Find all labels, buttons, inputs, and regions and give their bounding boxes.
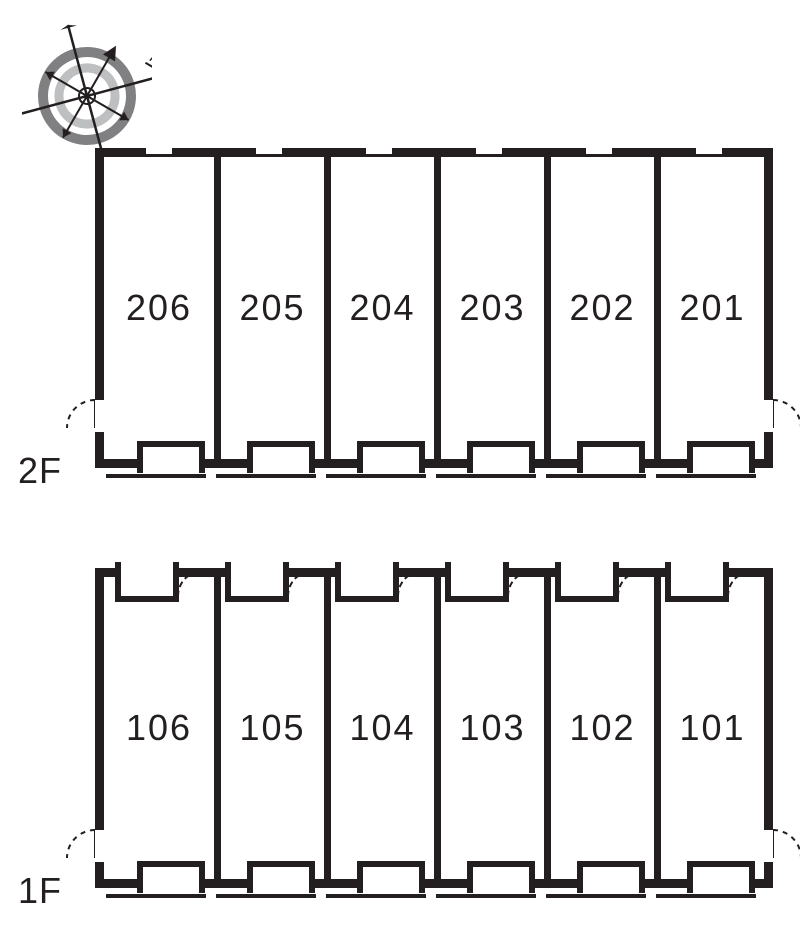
unit-204: 204 xyxy=(324,157,434,459)
entry-notch-105 xyxy=(247,861,315,893)
window-206 xyxy=(146,148,172,154)
unit-label-105: 105 xyxy=(239,707,305,749)
side-door-arc-left-2F xyxy=(63,398,99,439)
unit-label-201: 201 xyxy=(679,287,745,329)
entry-notch-103 xyxy=(467,861,535,893)
unit-label-204: 204 xyxy=(349,287,415,329)
entry-notch-204 xyxy=(357,441,425,473)
unit-106: 106 xyxy=(104,577,214,879)
balcony-rail-105 xyxy=(216,894,316,898)
floor-block-2F: 206 205 204 203 202 201 xyxy=(95,148,773,486)
top-notch-101 xyxy=(665,562,729,602)
balcony-rail-205 xyxy=(216,474,316,478)
unit-205: 205 xyxy=(214,157,324,459)
entry-notch-205 xyxy=(247,441,315,473)
entry-notch-202 xyxy=(577,441,645,473)
unit-label-205: 205 xyxy=(239,287,305,329)
units-row-2F: 206 205 204 203 202 201 xyxy=(104,157,764,459)
unit-203: 203 xyxy=(434,157,544,459)
floorplan-canvas: N 2F2062052042032022011F1061051041031021… xyxy=(0,0,800,940)
unit-label-206: 206 xyxy=(126,287,192,329)
unit-201: 201 xyxy=(654,157,764,459)
compass-icon: N xyxy=(22,18,152,148)
balcony-rail-102 xyxy=(546,894,646,898)
floor-label-2F: 2F xyxy=(18,450,62,492)
top-notch-103 xyxy=(445,562,509,602)
window-202 xyxy=(586,148,612,154)
window-201 xyxy=(696,148,722,154)
side-door-arc-right-1F xyxy=(769,828,800,869)
unit-206: 206 xyxy=(104,157,214,459)
top-notch-104 xyxy=(335,562,399,602)
entry-notch-104 xyxy=(357,861,425,893)
unit-label-104: 104 xyxy=(349,707,415,749)
floor-label-1F: 1F xyxy=(18,870,62,912)
entry-notch-101 xyxy=(687,861,755,893)
units-row-1F: 106 105 104 103 102 101 xyxy=(104,577,764,879)
top-notch-102 xyxy=(555,562,619,602)
window-205 xyxy=(256,148,282,154)
balcony-rail-206 xyxy=(106,474,206,478)
balcony-rail-101 xyxy=(656,894,756,898)
balcony-rail-104 xyxy=(326,894,426,898)
unit-label-106: 106 xyxy=(126,707,192,749)
unit-102: 102 xyxy=(544,577,654,879)
top-notch-105 xyxy=(225,562,289,602)
floor-block-1F: 106 105 104 103 102 101 xyxy=(95,548,773,906)
balcony-rail-204 xyxy=(326,474,426,478)
balcony-rail-201 xyxy=(656,474,756,478)
unit-202: 202 xyxy=(544,157,654,459)
entry-notch-203 xyxy=(467,441,535,473)
entry-notch-201 xyxy=(687,441,755,473)
top-notch-106 xyxy=(115,562,179,602)
side-door-arc-right-2F xyxy=(769,398,800,439)
balcony-rail-202 xyxy=(546,474,646,478)
unit-101: 101 xyxy=(654,577,764,879)
balcony-rail-103 xyxy=(436,894,536,898)
window-204 xyxy=(366,148,392,154)
entry-notch-106 xyxy=(137,861,205,893)
unit-label-103: 103 xyxy=(459,707,525,749)
entry-notch-206 xyxy=(137,441,205,473)
unit-103: 103 xyxy=(434,577,544,879)
unit-label-203: 203 xyxy=(459,287,525,329)
unit-104: 104 xyxy=(324,577,434,879)
unit-105: 105 xyxy=(214,577,324,879)
unit-label-202: 202 xyxy=(569,287,635,329)
balcony-rail-203 xyxy=(436,474,536,478)
window-203 xyxy=(476,148,502,154)
entry-notch-102 xyxy=(577,861,645,893)
unit-label-101: 101 xyxy=(679,707,745,749)
side-door-arc-left-1F xyxy=(63,828,99,869)
balcony-rail-106 xyxy=(106,894,206,898)
unit-label-102: 102 xyxy=(569,707,635,749)
